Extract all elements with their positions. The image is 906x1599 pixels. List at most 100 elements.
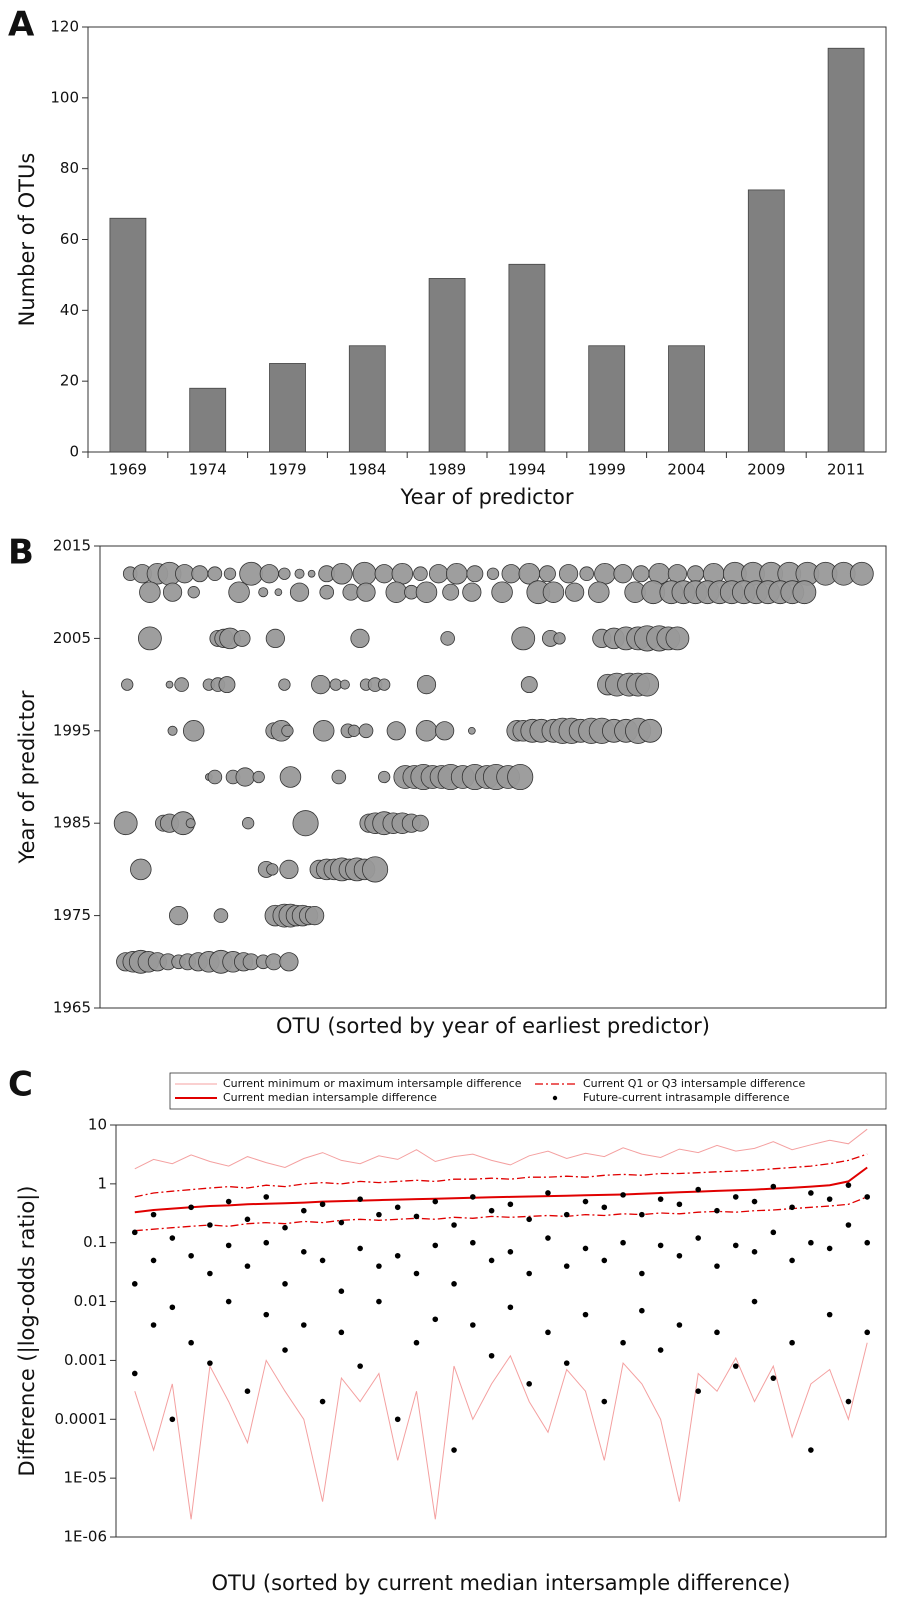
bubble (442, 583, 460, 601)
bubble (331, 769, 347, 785)
bubble (137, 626, 162, 651)
data-dot (789, 1204, 795, 1211)
bubble (588, 581, 610, 603)
x-axis-label: OTU (sorted by year of earliest predicto… (276, 1014, 710, 1038)
bubble (252, 770, 265, 784)
bubble (174, 677, 189, 692)
data-dot (301, 1322, 307, 1328)
data-dot (488, 1257, 495, 1264)
y-axis-label: Difference (|log-odds ratio|) (15, 1186, 40, 1477)
bubble (486, 567, 500, 580)
data-dot (338, 1219, 345, 1226)
y-tick-label: 1995 (53, 721, 91, 739)
bubble (165, 680, 174, 689)
legend-label: Current minimum or maximum intersample d… (223, 1077, 522, 1090)
data-dot (808, 1190, 814, 1196)
y-tick-label: 1975 (53, 906, 91, 924)
bar (109, 217, 147, 453)
bubble (339, 679, 350, 690)
bubble (233, 629, 251, 647)
y-tick-label: 1965 (53, 999, 91, 1017)
data-dot (864, 1194, 871, 1200)
bubble (239, 561, 264, 586)
bubble (130, 858, 152, 881)
bar (588, 345, 626, 453)
bubble (416, 674, 437, 695)
data-dot (150, 1257, 157, 1264)
data-dot (845, 1398, 852, 1405)
data-dot (620, 1339, 626, 1346)
data-dot (488, 1207, 495, 1214)
bubble (579, 566, 595, 582)
data-dot (338, 1288, 345, 1295)
bubble (358, 723, 374, 739)
data-dot (451, 1281, 457, 1287)
bubble (511, 626, 536, 651)
bubble (331, 562, 353, 585)
bubble (121, 678, 134, 691)
bubble (191, 565, 209, 583)
bubble (374, 564, 394, 584)
bubble (278, 678, 291, 691)
data-dot (845, 1222, 852, 1228)
data-dot (808, 1447, 814, 1453)
data-dot (808, 1239, 814, 1246)
bubble (350, 628, 370, 649)
bubble (491, 581, 513, 603)
bubble (542, 581, 565, 603)
bubble (185, 818, 196, 829)
bar (827, 47, 865, 453)
bubble (289, 582, 310, 602)
data-dot (225, 1242, 232, 1249)
bubble (292, 810, 319, 837)
legend-label: Current Q1 or Q3 intersample difference (583, 1077, 805, 1090)
data-dot (770, 1229, 777, 1236)
bubble (385, 581, 408, 603)
x-tick-label: 1989 (428, 461, 466, 479)
x-tick-label: 1974 (189, 461, 227, 479)
data-dot (563, 1360, 570, 1366)
data-dot (601, 1398, 608, 1405)
bubble (501, 564, 521, 584)
bar (348, 345, 386, 453)
data-dot (751, 1298, 758, 1305)
data-dot (676, 1252, 683, 1259)
data-dot (131, 1229, 138, 1236)
data-dot (357, 1196, 363, 1202)
x-tick-label: 2009 (747, 461, 785, 479)
data-dot (601, 1257, 608, 1264)
data-dot (676, 1201, 683, 1208)
data-dot (582, 1311, 589, 1318)
data-dot (620, 1192, 626, 1198)
bubble (329, 678, 342, 691)
data-dot (732, 1242, 739, 1249)
data-dot (507, 1249, 514, 1255)
data-dot (770, 1375, 777, 1381)
bubble (241, 817, 255, 830)
data-dot (225, 1298, 232, 1305)
data-dot (150, 1322, 157, 1328)
bubble (311, 674, 331, 695)
bubble (849, 561, 874, 586)
legend-box (169, 1072, 887, 1110)
data-dot (601, 1204, 608, 1211)
data-dot (826, 1245, 833, 1252)
legend-symbol (552, 1095, 558, 1101)
bar (189, 387, 227, 453)
bubble (182, 720, 205, 742)
bubble (207, 566, 223, 582)
data-dot (319, 1398, 326, 1405)
x-tick-label: 1984 (348, 461, 386, 479)
bubble (305, 905, 325, 926)
bar (668, 345, 705, 453)
bar (428, 278, 466, 453)
data-dot (131, 1281, 138, 1287)
bubble (223, 567, 237, 580)
bubble (312, 720, 335, 742)
bubble (378, 770, 391, 784)
bubble (507, 763, 534, 791)
plot-frame (115, 1124, 887, 1538)
bubble (169, 905, 189, 926)
data-dot (526, 1381, 532, 1387)
data-dot (451, 1447, 457, 1453)
